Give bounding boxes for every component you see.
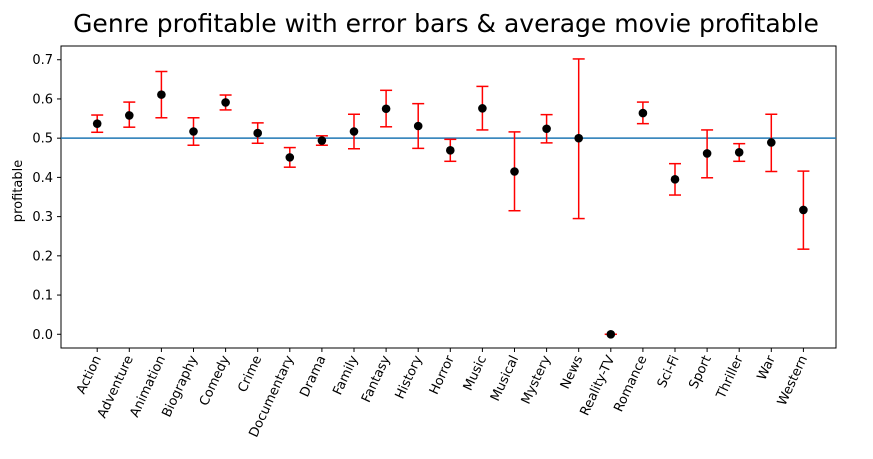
data-point: [413, 121, 423, 131]
y-tick-label: 0.7: [32, 53, 53, 68]
data-point: [317, 136, 327, 145]
data-point: [574, 133, 583, 143]
plot-area: 0.00.10.20.30.40.50.60.7ActionAdventureA…: [32, 45, 837, 440]
x-tick-label: Fantasy: [359, 353, 394, 405]
x-tick-label: Music: [461, 353, 490, 393]
data-point: [767, 138, 776, 147]
x-tick-label: Western: [775, 353, 811, 408]
x-tick-label: Romance: [611, 353, 650, 414]
y-tick-label: 0.3: [32, 210, 53, 225]
x-tick-label: Mystery: [519, 353, 555, 407]
data-point: [253, 128, 262, 138]
x-tick-label: Thriller: [713, 353, 747, 402]
y-tick-label: 0.4: [32, 171, 53, 186]
data-point: [510, 167, 519, 176]
x-tick-label: Sci-Fi: [655, 353, 683, 390]
x-tick-label: Family: [330, 353, 361, 398]
x-tick-label: Sport: [686, 353, 714, 391]
x-tick-label: Crime: [235, 353, 265, 394]
x-tick-label: Musical: [488, 353, 522, 403]
data-point: [92, 119, 102, 128]
data-point: [125, 111, 134, 120]
y-tick-label: 0.1: [32, 289, 53, 304]
plot-frame: [60, 45, 837, 349]
x-tick-label: Comedy: [197, 353, 233, 408]
y-axis-label: profitable: [11, 160, 26, 222]
y-tick-label: 0.6: [32, 92, 53, 107]
data-point: [478, 104, 487, 113]
x-tick-label: History: [393, 353, 426, 402]
data-point: [446, 146, 455, 155]
data-point: [542, 124, 551, 134]
data-point: [670, 175, 680, 184]
data-point: [285, 153, 295, 162]
data-point: [349, 127, 359, 136]
x-tick-label: Horror: [427, 353, 458, 397]
data-point: [702, 149, 712, 158]
chart-title: Genre profitable with error bars & avera…: [73, 9, 819, 38]
data-point: [638, 108, 648, 118]
data-point: [734, 147, 744, 157]
y-tick-label: 0.0: [32, 328, 53, 343]
y-tick-label: 0.2: [32, 249, 53, 264]
x-tick-label: War: [755, 353, 780, 383]
data-point: [157, 90, 166, 99]
data-point: [799, 205, 808, 215]
x-tick-label: News: [558, 353, 587, 391]
data-point: [381, 104, 391, 114]
data-point: [606, 329, 616, 339]
x-tick-label: Drama: [297, 353, 329, 399]
data-point: [189, 127, 198, 136]
x-tick-label: Action: [74, 353, 105, 396]
y-tick-label: 0.5: [32, 132, 53, 147]
data-point: [221, 98, 230, 107]
